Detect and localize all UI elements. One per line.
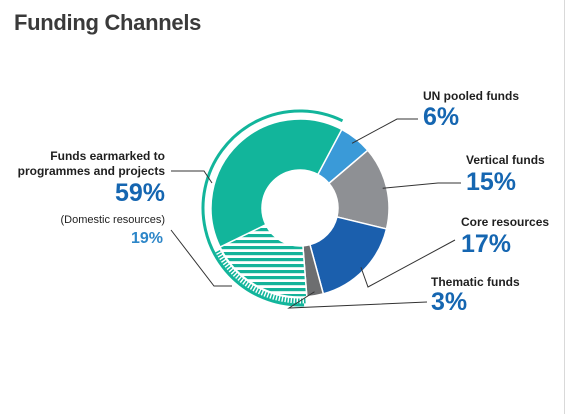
leader-domestic-resources: [170, 229, 232, 287]
slice-value-un-pooled-funds: 6%: [423, 103, 459, 131]
group-label-line-1: Funds earmarked to: [50, 149, 165, 163]
slice-value-thematic-funds: 3%: [431, 288, 467, 316]
slice-funds-earmarked-to-programmes-and-projects: [210, 118, 343, 249]
page-title: Funding Channels: [14, 10, 202, 35]
leader-un-pooled-funds: [351, 118, 418, 144]
group-bracket-arc: [201, 109, 344, 307]
group-value: 59%: [115, 179, 165, 207]
slice-label-un-pooled-funds: UN pooled funds: [423, 89, 519, 103]
slice-label-domestic-resources: (Domestic resources): [60, 214, 165, 226]
slice-label-core-resources: Core resources: [461, 215, 549, 229]
slice-value-domestic-resources: 19%: [131, 230, 163, 247]
frame-border: [564, 0, 565, 414]
slice-label-thematic-funds: Thematic funds: [431, 275, 520, 289]
slice-core-resources: [309, 216, 388, 295]
leader-core-resources: [360, 239, 456, 288]
group-label-line-2: programmes and projects: [18, 164, 166, 178]
leader-earmarked-group: [171, 170, 213, 184]
leader-vertical-funds: [382, 182, 461, 189]
slice-value-vertical-funds: 15%: [466, 168, 516, 196]
slice-label-vertical-funds: Vertical funds: [466, 153, 545, 167]
slice-value-core-resources: 17%: [461, 230, 511, 258]
slice-domestic-resources: [219, 223, 308, 298]
domestic-bracket-arc: [214, 249, 306, 304]
leader-thematic-funds: [287, 291, 428, 309]
